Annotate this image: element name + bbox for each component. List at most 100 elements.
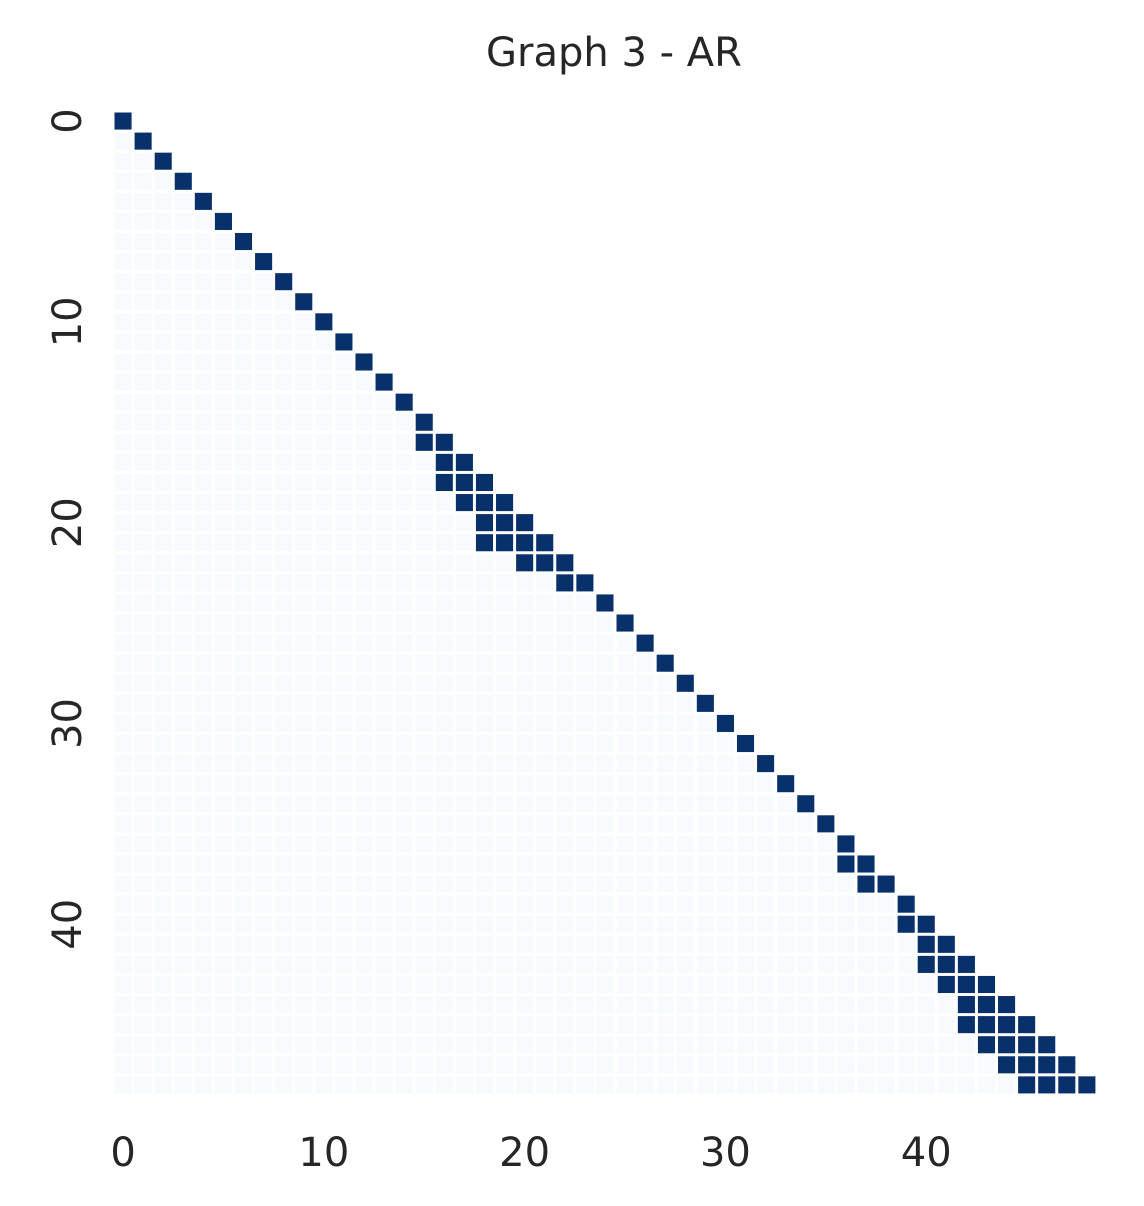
heatmap-cell (315, 674, 333, 692)
heatmap-cell-active (1038, 1056, 1056, 1074)
heatmap-cell-active (917, 935, 935, 953)
heatmap-cell (194, 734, 212, 753)
heatmap-cell (134, 212, 152, 230)
heatmap-cell (636, 1076, 654, 1094)
heatmap-cell (154, 634, 172, 652)
heatmap-cell (857, 975, 875, 994)
heatmap-cell (616, 935, 634, 953)
heatmap-cell (214, 554, 232, 572)
heatmap-cell (154, 514, 172, 532)
heatmap-cell (516, 1056, 534, 1074)
heatmap-cell (335, 815, 353, 833)
heatmap-cell (295, 654, 313, 672)
heatmap-cell (516, 875, 534, 893)
heatmap-cell (234, 313, 253, 331)
heatmap-cell (214, 273, 232, 291)
heatmap-cell (194, 895, 212, 913)
heatmap-cell (496, 975, 514, 994)
x-axis-tick-labels: 0 10 20 30 40 (110, 1130, 951, 1176)
heatmap-cell (114, 232, 132, 251)
heatmap-cell (255, 895, 273, 913)
heatmap-cell (998, 1076, 1016, 1094)
heatmap-cell (797, 1016, 815, 1034)
heatmap-cell (315, 473, 333, 492)
heatmap-cell-active (998, 996, 1016, 1014)
heatmap-cell (576, 1016, 594, 1034)
heatmap-cell (797, 815, 815, 833)
heatmap-cell-active (1058, 1056, 1076, 1074)
heatmap-cell (415, 594, 433, 612)
heatmap-cell (656, 815, 674, 833)
heatmap-cell (295, 734, 313, 753)
heatmap-cell (174, 674, 192, 692)
heatmap-cell (255, 574, 273, 592)
heatmap-cell (395, 975, 413, 994)
heatmap-cell (335, 835, 353, 853)
heatmap-cell (134, 353, 152, 371)
heatmap-cell (716, 755, 734, 773)
heatmap-cell (375, 453, 393, 471)
heatmap-cell (174, 734, 192, 753)
heatmap-cell (716, 795, 734, 813)
heatmap-cell (556, 875, 574, 893)
heatmap-cell (154, 714, 172, 732)
heatmap-cell (636, 714, 654, 732)
heatmap-cell (315, 875, 333, 893)
heatmap-cell (154, 614, 172, 632)
heatmap-cell-active (977, 1036, 996, 1054)
heatmap-cell (114, 755, 132, 773)
heatmap-cell (516, 915, 534, 933)
heatmap-cell (496, 594, 514, 612)
heatmap-cell (556, 1036, 574, 1054)
heatmap-cell (596, 755, 614, 773)
heatmap-cell (154, 955, 172, 973)
heatmap-cell (435, 955, 453, 973)
heatmap-cell (174, 795, 192, 813)
heatmap-cell (174, 594, 192, 612)
heatmap-cell (496, 835, 514, 853)
heatmap-cell (777, 1016, 795, 1034)
heatmap-cell (234, 1016, 253, 1034)
heatmap-cell (295, 594, 313, 612)
heatmap-cell (174, 393, 192, 411)
heatmap-cell (335, 654, 353, 672)
heatmap-cell (777, 996, 795, 1014)
heatmap-cell (395, 935, 413, 953)
heatmap-cell (977, 1076, 996, 1094)
heatmap-cell (234, 996, 253, 1014)
heatmap-cell (375, 714, 393, 732)
heatmap-cell (114, 614, 132, 632)
heatmap-cell (375, 775, 393, 793)
heatmap-cell (134, 232, 152, 251)
heatmap-cell (455, 534, 473, 552)
heatmap-cell (496, 1016, 514, 1034)
heatmap-cell (174, 433, 192, 451)
heatmap-cell-active (857, 875, 875, 893)
heatmap-cell (576, 935, 594, 953)
heatmap-cell (154, 996, 172, 1014)
heatmap-cell (335, 795, 353, 813)
heatmap-cell (375, 634, 393, 652)
heatmap-cell (315, 935, 333, 953)
heatmap-cell (295, 634, 313, 652)
heatmap-cell (194, 975, 212, 994)
heatmap-cell (616, 875, 634, 893)
heatmap-cell (536, 634, 554, 652)
heatmap-cell (335, 473, 353, 492)
heatmap-cell-active (957, 955, 975, 973)
heatmap-cell (435, 755, 453, 773)
heatmap-cell (757, 935, 775, 953)
heatmap-cell (897, 1016, 915, 1034)
heatmap-cell (395, 473, 413, 492)
heatmap-cell-active (1038, 1076, 1056, 1094)
heatmap-cell (636, 1016, 654, 1034)
heatmap-cell (897, 1036, 915, 1054)
heatmap-cell (777, 975, 795, 994)
heatmap-cell (395, 1016, 413, 1034)
heatmap-cell (214, 955, 232, 973)
heatmap-cell (174, 755, 192, 773)
heatmap-cell (616, 975, 634, 994)
heatmap-cell (335, 534, 353, 552)
heatmap-cell (536, 895, 554, 913)
heatmap-cell (255, 273, 273, 291)
